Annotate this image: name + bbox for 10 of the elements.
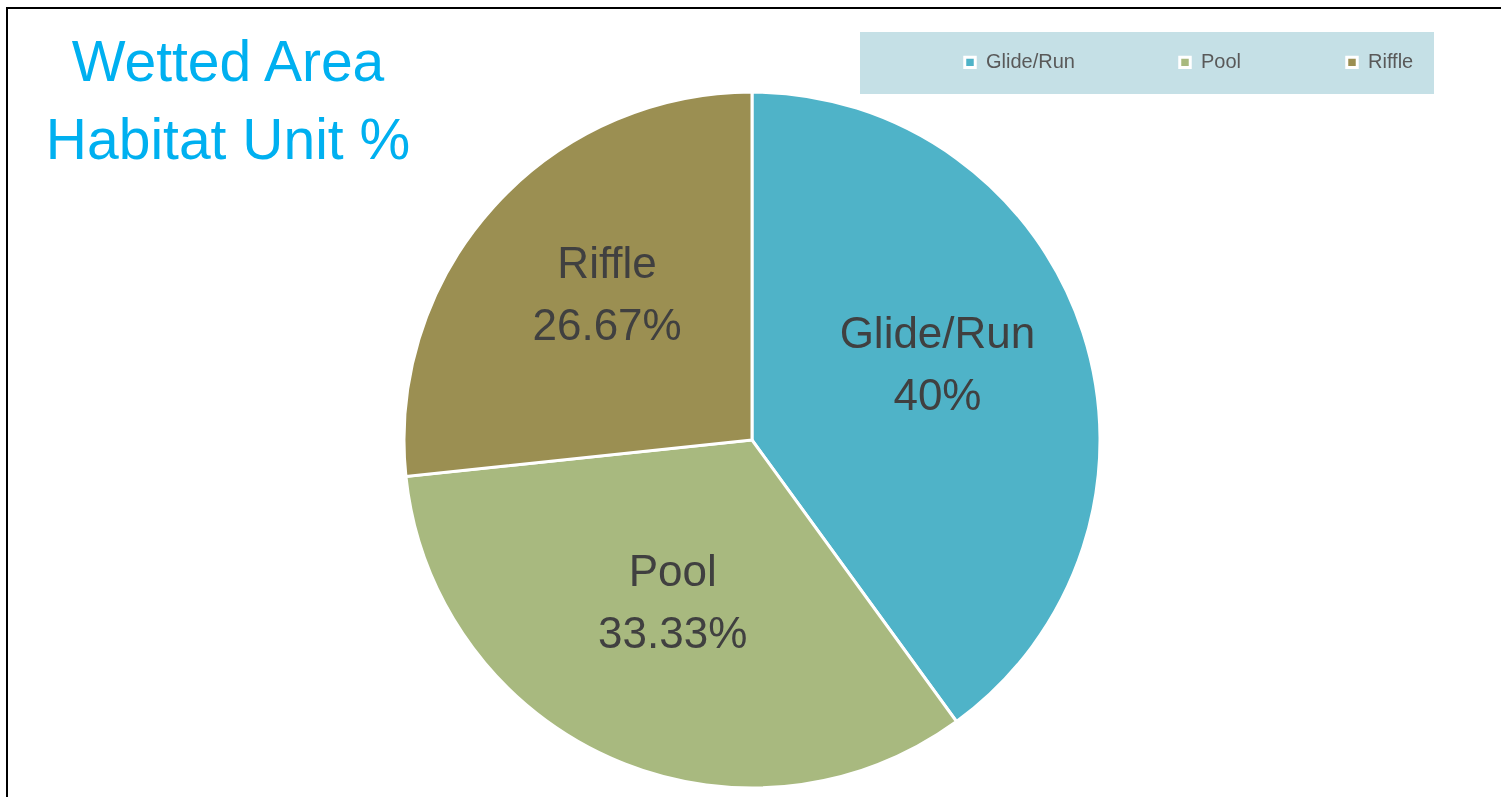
data-label: 40% [893,369,982,419]
slice-label: Riffle [557,237,657,287]
data-label: 33.33% [598,608,748,658]
legend-label: Glide/Run [986,50,1075,73]
data-label: 26.67% [532,299,682,349]
slice-label: Pool [628,546,717,596]
legend-label: Pool [1201,50,1242,73]
legend-label: Riffle [1368,50,1414,73]
slice-label: Glide/Run [839,307,1036,357]
chart-title: Wetted Area Habitat Unit % [45,29,411,171]
